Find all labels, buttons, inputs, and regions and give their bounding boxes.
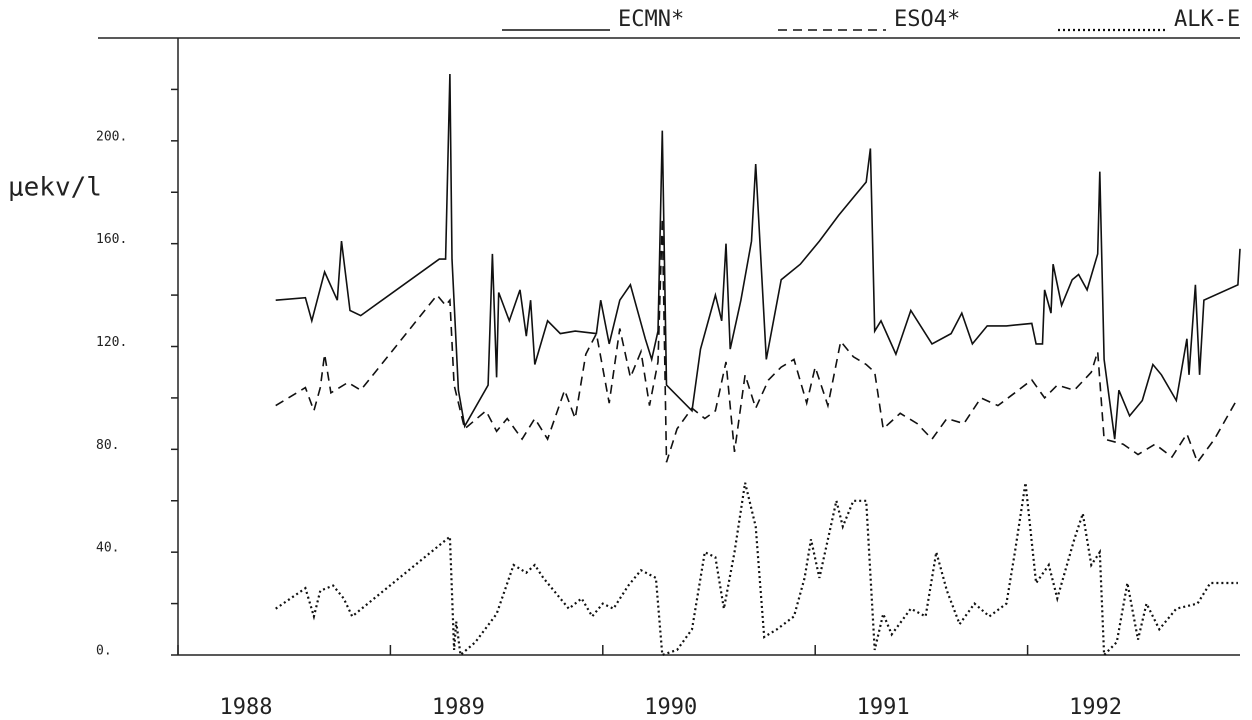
legend-label: ECMN* (618, 7, 684, 32)
x-tick-label: 1988 (219, 695, 272, 720)
legend-label: ALK-E (1174, 7, 1240, 32)
y-axis-label: μekv/l (8, 173, 102, 203)
y-tick-label: 200. (96, 129, 127, 144)
x-tick-label: 1990 (644, 695, 697, 720)
series-line (275, 73, 1241, 440)
y-tick-label: 120. (96, 335, 127, 350)
series-line (275, 217, 1239, 464)
y-tick-label: 40. (96, 541, 119, 556)
legend-label: ESO4* (894, 7, 960, 32)
series-line (275, 482, 1238, 658)
y-tick-label: 80. (96, 438, 119, 453)
x-tick-label: 1992 (1069, 695, 1122, 720)
y-tick-label: 0. (96, 644, 112, 659)
x-tick-label: 1989 (432, 695, 485, 720)
x-tick-label: 1991 (857, 695, 910, 720)
y-tick-label: 160. (96, 232, 127, 247)
